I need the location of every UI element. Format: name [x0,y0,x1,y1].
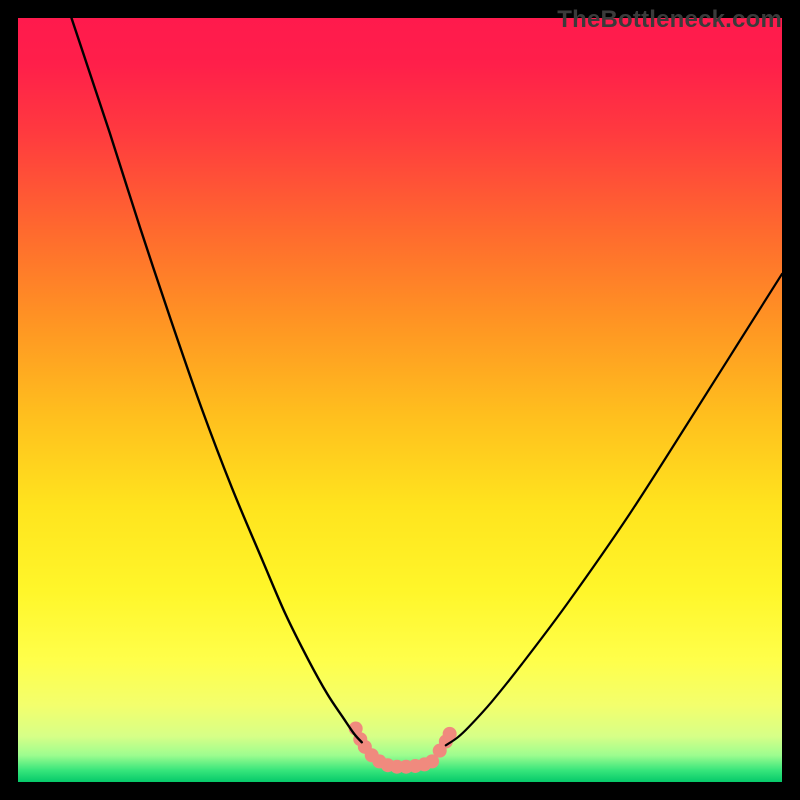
bottleneck-chart [0,0,800,800]
plot-background [18,18,782,782]
chart-container: TheBottleneck.com [0,0,800,800]
watermark: TheBottleneck.com [557,6,782,34]
